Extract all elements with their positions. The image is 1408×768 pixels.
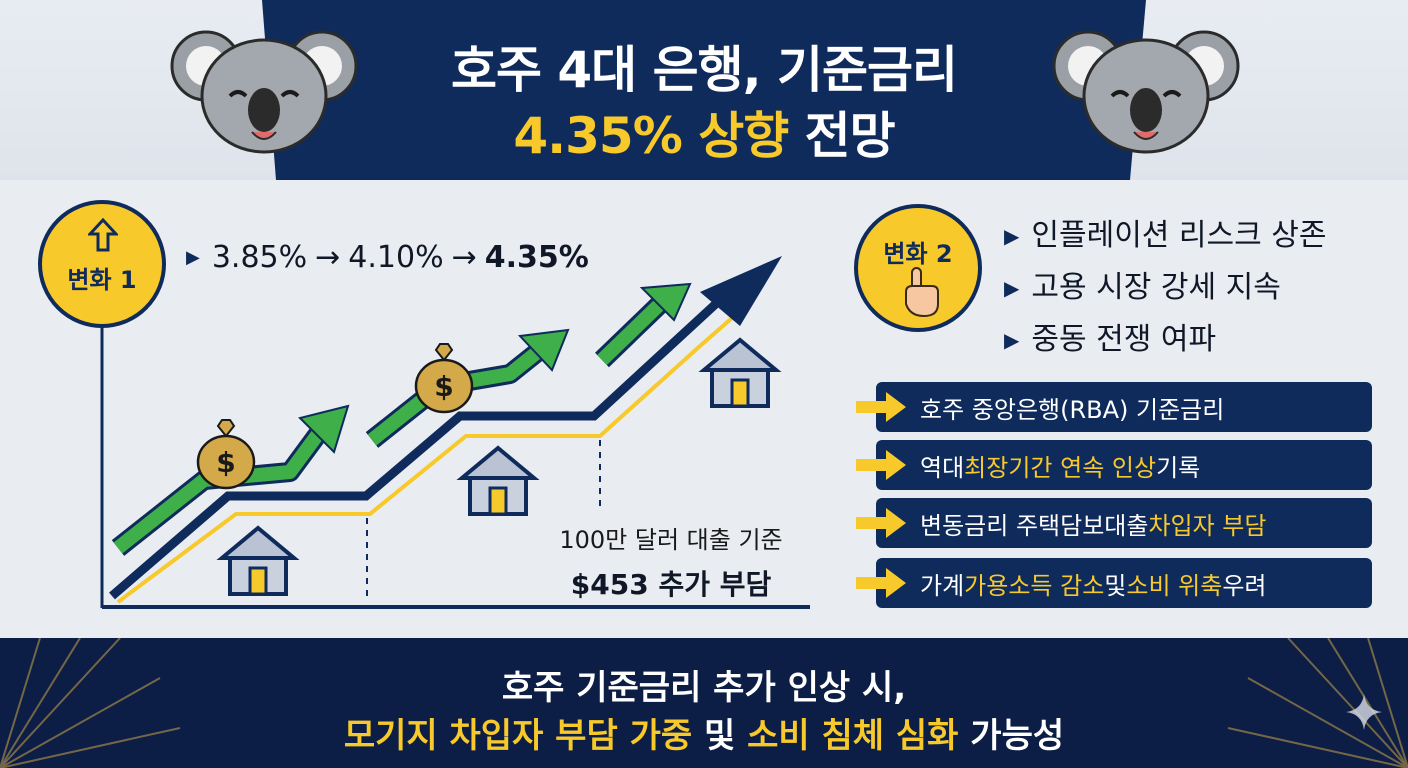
change2-badge: 변화 2 [854,204,982,332]
svg-text:$: $ [216,446,235,479]
rate-value-final: 4.35% [484,240,589,275]
right-arrow-icon [856,508,906,538]
change2-label: 변화 2 [883,240,953,268]
change1-label: 변화 1 [67,266,137,294]
page-title-line1: 호주 4대 은행, 기준금리 [450,41,958,99]
header-banner-shape [262,0,1146,180]
fact-bar: 호주 중앙은행(RBA) 기준금리 [856,382,1372,432]
money-bag-icon: $ [196,419,256,490]
rate-value: 3.85% [211,240,308,275]
footer-line1: 호주 기준금리 추가 인상 시, [501,668,907,708]
rate-value: 4.10% [348,240,444,275]
navy-trend-line [109,296,724,600]
page-title-line2: 4.35% 상향 전망 [0,96,1408,168]
right-arrow-icon [856,392,906,422]
rate-arrow: → [451,240,477,275]
money-bag-icon: $ [414,343,474,414]
sparkle-icon [1346,694,1382,730]
change2-bullet-list: ▶ 인플레이션 리스크 상존 ▶ 고용 시장 강세 지속 ▶ 중동 전쟁 여파 [1004,210,1326,366]
right-arrow-icon [856,568,906,598]
green-arrow-3 [595,282,692,368]
bullet-triangle-icon: ▶ [1004,224,1020,248]
footer-burst [0,638,1408,768]
pointing-hand-icon [905,267,939,318]
footer-band: 호주 기준금리 추가 인상 시, 모기지 차입자 부담 가중 및 소비 침체 심… [0,638,1408,768]
list-item: ▶ 인플레이션 리스크 상존 [1004,210,1326,262]
change1-badge: 변화 1 [38,200,166,328]
bullet-triangle-icon: ▶ [1004,276,1020,300]
list-item: ▶ 고용 시장 강세 지속 [1004,262,1326,314]
house-icon [456,445,540,516]
extra-burden: $453 추가 부담 [570,568,772,601]
title-rest: 전망 [788,107,896,165]
koala-icon [170,30,358,154]
loan-note: 100만 달러 대출 기준 $453 추가 부담 [536,520,806,603]
list-item: ▶ 중동 전쟁 여파 [1004,314,1326,366]
fact-bar: 변동금리 주택담보대출 차입자 부담 [856,498,1372,548]
navy-arrow-head [700,256,782,326]
house-icon [698,337,782,408]
fact-bar: 역대 최장기간 연속 인상 기록 [856,440,1372,490]
fact-bar: 가계 가용소득 감소 및 소비 위축 우려 [856,558,1372,608]
rate-arrow: → [315,240,341,275]
bullet-triangle-icon: ▶ [186,247,200,268]
footer-line2: 모기지 차입자 부담 가중 및 소비 침체 심화 가능성 [343,716,1065,756]
yellow-trend-line [116,302,750,604]
green-arrow-2 [365,328,570,448]
svg-text:$: $ [434,370,453,403]
loan-basis: 100만 달러 대출 기준 [559,526,783,554]
koala-icon [1052,30,1240,154]
right-arrow-icon [856,450,906,480]
bullet-triangle-icon: ▶ [1004,328,1020,352]
house-icon [216,525,300,596]
rate-sequence: ▶ 3.85% → 4.10% → 4.35% [186,240,589,275]
up-arrow-icon [88,218,118,252]
rate-trend-illustration: $ $ [100,256,810,609]
title-highlight: 4.35% 상향 [513,107,789,165]
